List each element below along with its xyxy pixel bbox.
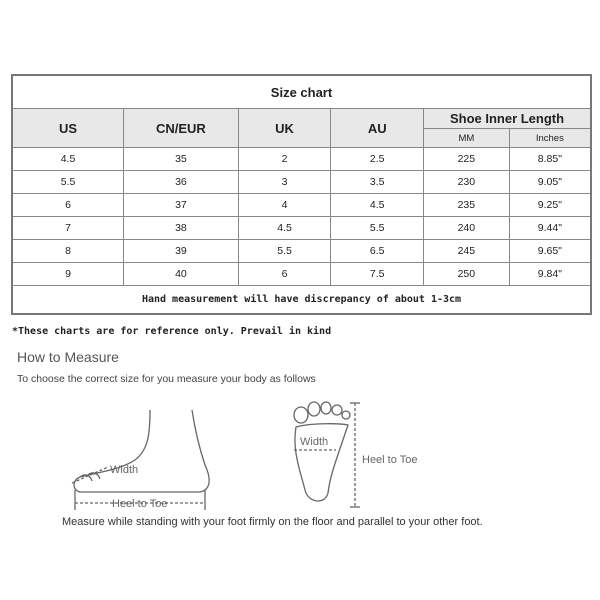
top-width-label: Width [300, 436, 328, 448]
cell-mm: 250 [423, 262, 510, 286]
side-foot-illustration [71, 409, 210, 510]
table-row: 6 37 4 4.5 235 9.25" [11, 193, 592, 217]
cell-cn-eur: 38 [123, 216, 239, 240]
measure-instruction: Measure while standing with your foot fi… [62, 516, 483, 528]
foot-diagrams: Width Heel to Toe Width Heel to Toe [71, 401, 417, 510]
cell-uk: 2 [237, 147, 332, 171]
cell-mm: 225 [423, 147, 510, 171]
cell-cn-eur: 36 [123, 170, 239, 194]
cell-cn-eur: 35 [123, 147, 239, 171]
cell-cn-eur: 40 [123, 262, 239, 286]
header-shoe-inner-length: Shoe Inner Length [423, 108, 592, 129]
top-foot-illustration [293, 401, 360, 508]
cell-au: 5.5 [330, 216, 425, 240]
cell-uk: 5.5 [237, 239, 332, 263]
header-uk: UK [237, 108, 332, 148]
measurement-note: Hand measurement will have discrepancy o… [11, 285, 592, 315]
disclaimer: *These charts are for reference only. Pr… [12, 326, 332, 337]
cell-us: 6 [11, 193, 125, 217]
table-row: 8 39 5.5 6.5 245 9.65" [11, 239, 592, 263]
cell-inches: 9.44" [508, 216, 592, 240]
header-mm: MM [423, 128, 510, 148]
cell-inches: 9.65" [508, 239, 592, 263]
table-row: 5.5 36 3 3.5 230 9.05" [11, 170, 592, 194]
cell-cn-eur: 37 [123, 193, 239, 217]
header-cn-eur: CN/EUR [123, 108, 239, 148]
cell-au: 2.5 [330, 147, 425, 171]
cell-au: 7.5 [330, 262, 425, 286]
cell-mm: 235 [423, 193, 510, 217]
cell-au: 4.5 [330, 193, 425, 217]
cell-us: 5.5 [11, 170, 125, 194]
cell-inches: 9.25" [508, 193, 592, 217]
cell-uk: 3 [237, 170, 332, 194]
header-au: AU [330, 108, 425, 148]
cell-mm: 245 [423, 239, 510, 263]
header-inches: Inches [508, 128, 592, 148]
cell-cn-eur: 39 [123, 239, 239, 263]
side-width-label: Width [110, 464, 138, 476]
cell-uk: 4 [237, 193, 332, 217]
cell-us: 7 [11, 216, 125, 240]
table-row: 9 40 6 7.5 250 9.84" [11, 262, 592, 286]
cell-uk: 4.5 [237, 216, 332, 240]
how-to-title: How to Measure [17, 349, 119, 365]
table-row: 4.5 35 2 2.5 225 8.85" [11, 147, 592, 171]
size-table: Size chart US CN/EUR UK AU Shoe Inner Le… [11, 74, 592, 315]
cell-mm: 240 [423, 216, 510, 240]
top-heel-to-toe-label: Heel to Toe [362, 454, 417, 466]
cell-au: 6.5 [330, 239, 425, 263]
header-us: US [11, 108, 125, 148]
table-title: Size chart [11, 74, 592, 109]
how-to-subtitle: To choose the correct size for you measu… [17, 373, 316, 385]
cell-au: 3.5 [330, 170, 425, 194]
cell-us: 4.5 [11, 147, 125, 171]
cell-inches: 9.05" [508, 170, 592, 194]
cell-inches: 9.84" [508, 262, 592, 286]
cell-us: 8 [11, 239, 125, 263]
cell-us: 9 [11, 262, 125, 286]
table-row: 7 38 4.5 5.5 240 9.44" [11, 216, 592, 240]
cell-mm: 230 [423, 170, 510, 194]
cell-inches: 8.85" [508, 147, 592, 171]
cell-uk: 6 [237, 262, 332, 286]
side-heel-to-toe-label: Heel to Toe [112, 498, 167, 510]
